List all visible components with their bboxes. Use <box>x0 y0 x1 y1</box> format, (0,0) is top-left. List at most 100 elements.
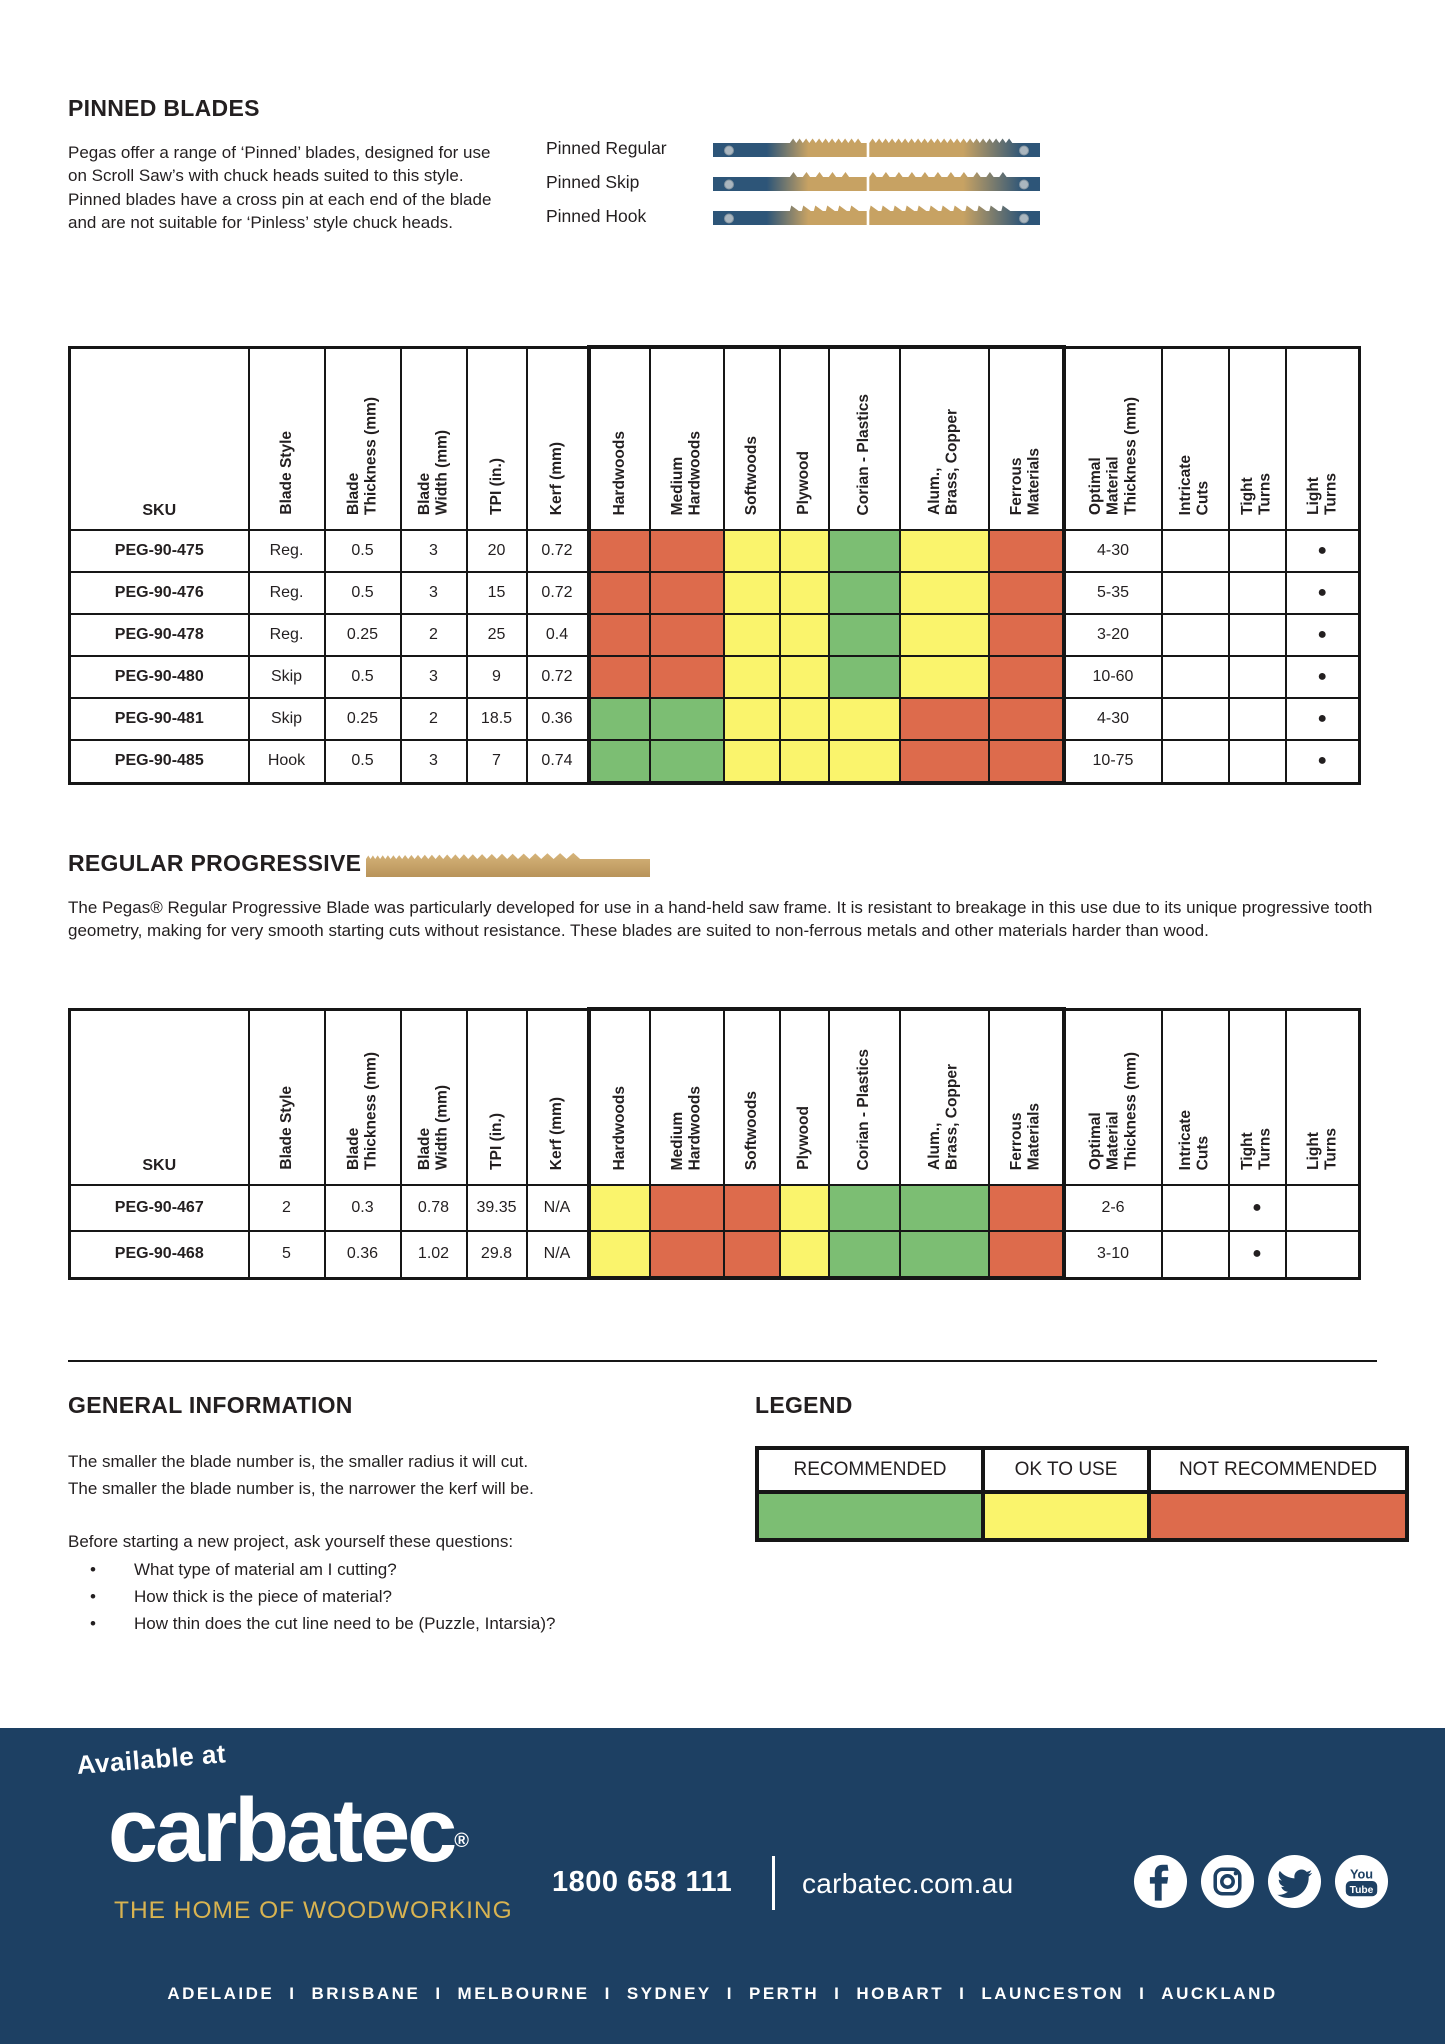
cell-tight-turns <box>1227 571 1287 615</box>
city-separator: I <box>604 1984 612 2003</box>
column-header-softwoods: Softwoods <box>722 1007 781 1186</box>
column-header-hardwoods: Hardwoods <box>586 345 651 531</box>
cell-tpi: 39.35 <box>465 1184 528 1232</box>
general-information-title: GENERAL INFORMATION <box>68 1392 353 1418</box>
rating-hardwoods-not-recommended <box>586 655 651 699</box>
cell-blade-thickness: 0.5 <box>323 571 402 615</box>
city-separator: I <box>726 1984 734 2003</box>
rating-medium-hardwoods-recommended <box>648 697 725 741</box>
pinned-blades-title: PINNED BLADES <box>68 95 260 121</box>
legend-label-ok-to-use: OK TO USE <box>981 1446 1151 1494</box>
cell-light-turns: ● <box>1284 655 1361 699</box>
cell-tpi: 7 <box>465 739 528 784</box>
cell-sku: PEG-90-481 <box>68 697 250 741</box>
rating-softwoods-not-recommended <box>722 1230 781 1280</box>
footer-tagline: THE HOME OF WOODWORKING <box>114 1897 513 1924</box>
rating-softwoods-ok-to-use <box>722 529 781 573</box>
column-header-optimal: Optimal Material Thickness (mm) <box>1062 346 1163 531</box>
cell-blade-thickness: 0.25 <box>323 613 402 657</box>
general-information-text: The smaller the blade number is, the sma… <box>68 1448 708 1637</box>
pinned-blades-description: Pegas offer a range of ‘Pinned’ blades, … <box>68 143 492 232</box>
question-text: How thin does the cut line need to be (P… <box>134 1613 556 1633</box>
rating-medium-hardwoods-not-recommended <box>648 1184 725 1232</box>
rating-corian-plastics-recommended <box>827 529 901 573</box>
table-row-PEG-90-468: PEG-90-468 5 0.36 1.02 29.8 N/A 3-10 ● <box>68 1230 1361 1280</box>
cell-kerf: N/A <box>525 1230 590 1279</box>
rating-softwoods-ok-to-use <box>722 739 781 785</box>
cell-light-turns: ● <box>1284 739 1361 784</box>
youtube-icon[interactable]: You Tube <box>1334 1854 1389 1914</box>
city-brisbane: BRISBANE <box>311 1984 421 2003</box>
column-header-tpi-in: TPI (in.) <box>465 346 528 531</box>
table-row-PEG-90-475: PEG-90-475 Reg. 0.5 3 20 0.72 4-30 ● <box>68 529 1361 573</box>
instagram-icon[interactable] <box>1200 1854 1255 1914</box>
footer-website-link[interactable]: carbatec.com.au <box>802 1868 1014 1899</box>
cell-blade-width: 0.78 <box>399 1184 468 1232</box>
cell-tight-turns <box>1227 613 1287 657</box>
cell-blade-style: Skip <box>247 697 326 741</box>
rating-medium-hardwoods-not-recommended <box>648 655 725 699</box>
general-info-line-1: The smaller the blade number is, the sma… <box>68 1452 529 1471</box>
cell-kerf: 0.72 <box>525 571 590 615</box>
rating-hardwoods-not-recommended <box>586 613 651 657</box>
regular-progressive-title: REGULAR PROGRESSIVE <box>68 850 362 876</box>
cell-blade-style: Skip <box>247 655 326 699</box>
pinned-blades-table: SKU Blade Style Blade Thickness (mm) Blade … <box>68 345 1361 785</box>
cell-optimal-thickness: 5-35 <box>1062 571 1163 615</box>
rating-hardwoods-not-recommended <box>586 529 651 573</box>
blade-row-pinned-hook: Pinned Hook <box>546 204 1226 238</box>
cell-optimal-thickness: 4-30 <box>1062 697 1163 741</box>
twitter-icon[interactable] <box>1267 1854 1322 1914</box>
cell-tpi: 15 <box>465 571 528 615</box>
legend-swatch-not-recommended <box>1147 1490 1409 1542</box>
cell-kerf: N/A <box>525 1184 590 1232</box>
cell-blade-thickness: 0.5 <box>323 739 402 784</box>
bullet-icon: • <box>90 1559 96 1579</box>
pinned-hook-blade-image <box>713 204 1040 233</box>
column-header-softwoods: Softwoods <box>722 345 781 531</box>
column-header-ferrous: Ferrous Materials <box>987 345 1066 531</box>
cell-optimal-thickness: 10-75 <box>1062 739 1163 784</box>
column-header-blade-style: Blade Style <box>247 346 326 531</box>
city-separator: I <box>289 1984 297 2003</box>
general-info-line-2: The smaller the blade number is, the nar… <box>68 1479 534 1499</box>
progressive-blade-image <box>365 849 652 885</box>
regular-progressive-description: The Pegas® Regular Progressive Blade was… <box>68 898 1373 941</box>
cell-intricate-cuts <box>1160 1230 1230 1279</box>
cell-sku: PEG-90-468 <box>68 1230 250 1279</box>
column-header-ferrous: Ferrous Materials <box>987 1007 1066 1186</box>
rating-ferrous-materials-not-recommended <box>987 739 1066 785</box>
pinned-regular-blade-image <box>713 136 1040 165</box>
cell-sku: PEG-90-485 <box>68 739 250 784</box>
cell-tight-turns <box>1227 697 1287 741</box>
column-header-tpi-in: TPI (in.) <box>465 1008 528 1186</box>
column-header-intricate: Intricate Cuts <box>1160 1008 1230 1186</box>
rating-plywood-ok-to-use <box>778 1184 830 1232</box>
rating-ferrous-materials-not-recommended <box>987 529 1066 573</box>
column-header-kerf-mm: Kerf (mm) <box>525 346 590 531</box>
rating-hardwoods-ok-to-use <box>586 1230 651 1280</box>
city-separator: I <box>1139 1984 1147 2003</box>
legend-label-recommended: RECOMMENDED <box>755 1446 985 1494</box>
cell-kerf: 0.74 <box>525 739 590 784</box>
city-hobart: HOBART <box>856 1984 945 2003</box>
legend-label-not-recommended: NOT RECOMMENDED <box>1147 1446 1409 1494</box>
pinned-hook-label: Pinned Hook <box>546 206 647 226</box>
legend-color-row <box>755 1490 1409 1542</box>
rating-softwoods-ok-to-use <box>722 571 781 615</box>
cell-optimal-thickness: 10-60 <box>1062 655 1163 699</box>
column-header-alum: Alum., Brass, Copper <box>898 345 990 531</box>
legend-grid: RECOMMENDED OK TO USE NOT RECOMMENDED <box>755 1446 1409 1542</box>
table-row-PEG-90-467: PEG-90-467 2 0.3 0.78 39.35 N/A 2-6 ● <box>68 1184 1361 1232</box>
rating-alum-brass-copper-recommended <box>898 1184 990 1232</box>
rating-alum-brass-copper-recommended <box>898 1230 990 1280</box>
cell-tpi: 29.8 <box>465 1230 528 1279</box>
rating-ferrous-materials-not-recommended <box>987 613 1066 657</box>
question-bullet-3: • How thin does the cut line need to be (… <box>68 1610 708 1637</box>
cell-kerf: 0.36 <box>525 697 590 741</box>
column-header-sku: SKU <box>68 346 250 531</box>
column-header-intricate: Intricate Cuts <box>1160 346 1230 531</box>
column-header-plywood: Plywood <box>778 345 830 531</box>
facebook-icon[interactable] <box>1133 1854 1188 1914</box>
rating-medium-hardwoods-not-recommended <box>648 571 725 615</box>
